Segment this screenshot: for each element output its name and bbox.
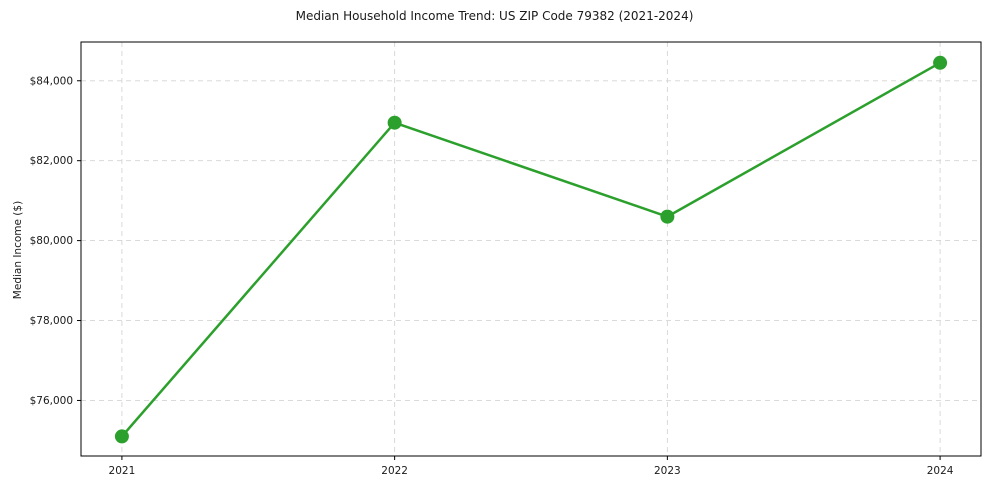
x-tick-label: 2022: [381, 465, 408, 477]
data-point-marker: [387, 115, 402, 130]
y-tick-label: $82,000: [30, 155, 73, 167]
data-point-marker: [933, 55, 948, 70]
y-axis-label: Median Income ($): [12, 200, 24, 300]
x-tick-label: 2024: [927, 465, 954, 477]
x-tick-label: 2023: [654, 465, 681, 477]
y-tick-label: $78,000: [30, 315, 73, 327]
series-line: [120, 61, 942, 438]
y-tick-label: $76,000: [30, 395, 73, 407]
data-point-marker: [660, 209, 675, 224]
plot-border: [80, 41, 982, 457]
y-tick-label: $84,000: [30, 75, 73, 87]
x-tick-label: 2021: [109, 465, 136, 477]
y-tick-label: $80,000: [30, 235, 73, 247]
chart-title: Median Household Income Trend: US ZIP Co…: [295, 9, 694, 23]
data-point-marker: [114, 429, 129, 444]
